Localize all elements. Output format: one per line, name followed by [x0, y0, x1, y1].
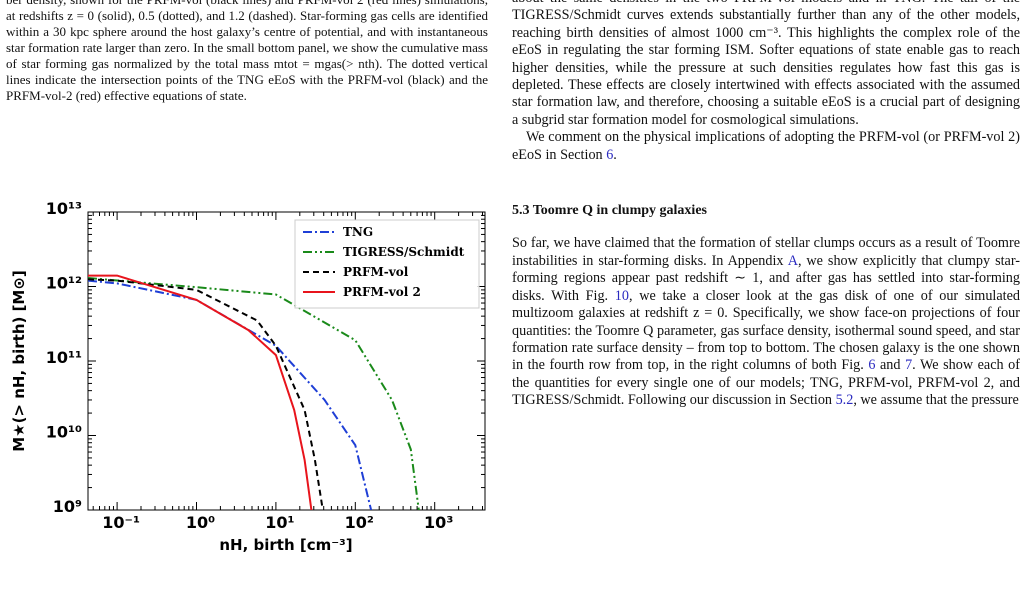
link[interactable]: 6 — [868, 357, 876, 374]
x-tick-label: 10¹ — [265, 513, 294, 532]
y-tick-label: 10¹¹ — [46, 348, 82, 367]
text: and — [875, 357, 906, 374]
link[interactable]: 10 — [614, 287, 629, 304]
text: , we show explicitly that clumpy star-fo… — [512, 252, 1020, 304]
text: So far, we have claimed that the formati… — [512, 235, 1020, 269]
paragraph: about the same densities in the two PRFM… — [512, 0, 1020, 128]
section-heading: 5.3 Toomre Q in clumpy galaxies — [512, 203, 707, 219]
legend-box — [294, 219, 480, 309]
legend-label: PRFM-vol — [343, 265, 409, 279]
y-tick-label: 10⁹ — [53, 497, 82, 516]
series-line — [88, 277, 420, 510]
legend-label: TIGRESS/Schmidt — [343, 245, 465, 259]
paragraph: So far, we have claimed that the formati… — [512, 235, 1020, 409]
figure-caption: ber density, shown for the PRFM-vol (bla… — [6, 0, 488, 103]
link[interactable]: A — [787, 252, 798, 269]
text: . — [613, 146, 617, 163]
x-tick-label: 10⁻¹ — [102, 513, 140, 532]
legend-label: TNG — [343, 225, 373, 239]
right-column: about the same densities in the two PRFM… — [512, 0, 1020, 410]
legend-label: PRFM-vol 2 — [343, 285, 421, 299]
chart: nH, birth [cm⁻³] M★(> nH, birth) [M⊙] 10… — [10, 200, 486, 554]
text: . We show each of the quantities for eve… — [512, 357, 1020, 409]
series-line — [88, 278, 324, 510]
paragraph: We comment on the physical implications … — [512, 129, 1020, 164]
link[interactable]: 5.2 — [835, 392, 854, 409]
y-tick-label: 10¹² — [46, 274, 82, 293]
x-tick-label: 10⁰ — [186, 513, 215, 532]
y-tick-label: 10¹⁰ — [46, 423, 82, 442]
y-tick-label: 10¹³ — [46, 200, 82, 218]
x-tick-label: 10² — [345, 513, 374, 532]
text: , we take a closer look at the gas disk … — [512, 287, 1021, 374]
link[interactable]: 7 — [905, 357, 913, 374]
series-line — [88, 279, 373, 510]
series-line — [88, 274, 313, 510]
text: , we assume that the pressure — [853, 392, 1019, 409]
x-axis-label: nH, birth [cm⁻³] — [219, 536, 352, 554]
x-tick-label: 10³ — [424, 513, 453, 532]
text: We comment on the physical implications … — [512, 129, 1020, 163]
y-axis-label: M★(> nH, birth) [M⊙] — [10, 270, 28, 452]
link[interactable]: 6 — [606, 146, 614, 163]
